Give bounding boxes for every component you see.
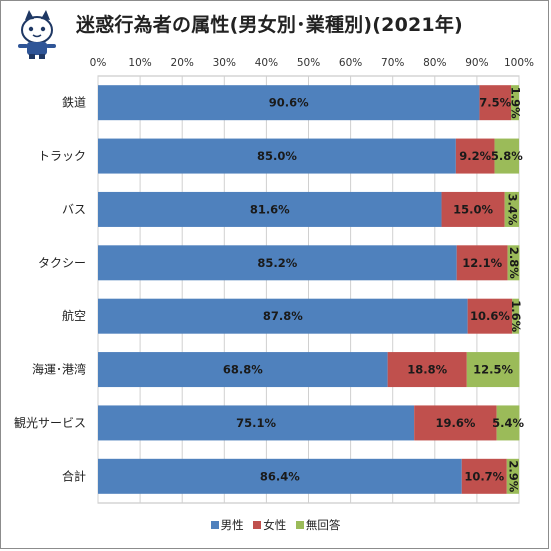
data-label-male: 68.8% <box>223 363 263 377</box>
bar-no-answer <box>507 245 520 281</box>
legend-item-female: 女性 <box>253 517 286 533</box>
category-label: 航空 <box>62 308 86 323</box>
x-tick-label: 0% <box>90 57 107 69</box>
legend-label-male: 男性 <box>220 518 244 532</box>
bar-female <box>414 405 497 441</box>
bar-female <box>387 352 467 388</box>
x-tick-label: 80% <box>423 57 446 69</box>
category-label: トラック <box>38 149 86 163</box>
bar-no-answer <box>512 298 519 334</box>
mascot-logo-icon <box>18 10 56 59</box>
category-label: 合計 <box>62 468 86 483</box>
bar-male <box>98 458 462 494</box>
category-label: 海運･港湾 <box>32 362 86 377</box>
x-tick-label: 40% <box>255 57 278 69</box>
bar-no-answer <box>496 405 520 441</box>
x-tick-label: 60% <box>339 57 362 69</box>
legend-swatch-female <box>253 521 262 529</box>
x-tick-label: 30% <box>213 57 236 69</box>
data-label-no-answer: 5.8% <box>491 149 523 163</box>
bar-no-answer <box>511 85 519 121</box>
data-label-female: 10.6% <box>470 309 510 323</box>
category-label: タクシー <box>38 256 86 270</box>
data-label-female: 12.1% <box>462 256 502 270</box>
legend-item-no-answer: 無回答 <box>295 517 341 533</box>
bar-male <box>98 191 442 227</box>
data-label-male: 85.0% <box>257 149 297 163</box>
bar-female <box>456 245 508 281</box>
data-label-male: 85.2% <box>257 256 297 270</box>
data-label-no-answer: 5.4% <box>492 416 524 430</box>
data-label-female: 19.6% <box>435 416 475 430</box>
bar-male <box>98 405 415 441</box>
bar-no-answer <box>506 458 519 494</box>
data-label-female: 18.8% <box>407 363 447 377</box>
x-tick-label: 100% <box>504 57 534 69</box>
data-label-male: 87.8% <box>263 309 303 323</box>
data-label-no-answer: 1.9% <box>509 87 523 119</box>
legend-label-no-answer: 無回答 <box>305 518 341 532</box>
bar-female <box>441 191 505 227</box>
category-label: 鉄道 <box>62 95 86 110</box>
data-label-male: 75.1% <box>236 416 276 430</box>
bar-male <box>98 85 480 121</box>
bar-male <box>98 298 468 334</box>
data-label-female: 15.0% <box>453 202 493 216</box>
bar-no-answer <box>466 352 520 388</box>
x-tick-label: 70% <box>381 57 404 69</box>
data-label-male: 90.6% <box>269 96 309 110</box>
legend-swatch-male <box>210 521 219 529</box>
bar-no-answer <box>494 138 519 174</box>
legend-item-male: 男性 <box>210 517 244 533</box>
data-label-female: 7.5% <box>479 96 511 110</box>
legend-label-female: 女性 <box>263 518 287 532</box>
data-label-no-answer: 12.5% <box>473 363 513 377</box>
bar-male <box>98 138 456 174</box>
category-label: バス <box>62 202 86 216</box>
data-label-no-answer: 1.6% <box>509 300 523 332</box>
category-label: 観光サービス <box>14 416 86 430</box>
data-label-no-answer: 3.4% <box>505 193 519 225</box>
bar-female <box>461 458 507 494</box>
x-tick-label: 20% <box>171 57 194 69</box>
x-tick-label: 90% <box>465 57 488 69</box>
data-label-female: 10.7% <box>464 469 504 483</box>
data-label-no-answer: 2.9% <box>506 460 520 492</box>
bar-no-answer <box>504 191 519 227</box>
bar-female <box>455 138 495 174</box>
bar-male <box>98 245 457 281</box>
bar-male <box>98 352 388 388</box>
chart-title: 迷惑行為者の属性(男女別･業種別)(2021年) <box>76 14 463 36</box>
legend-swatch-no-answer <box>295 521 304 529</box>
data-label-female: 9.2% <box>459 149 491 163</box>
x-tick-label: 10% <box>128 57 151 69</box>
data-label-male: 81.6% <box>250 202 290 216</box>
data-label-no-answer: 2.8% <box>507 247 521 279</box>
legend: 男性 女性 無回答 <box>0 517 551 533</box>
bar-female <box>467 298 513 334</box>
bar-female <box>479 85 512 121</box>
x-tick-label: 50% <box>297 57 320 69</box>
data-label-male: 86.4% <box>260 469 300 483</box>
